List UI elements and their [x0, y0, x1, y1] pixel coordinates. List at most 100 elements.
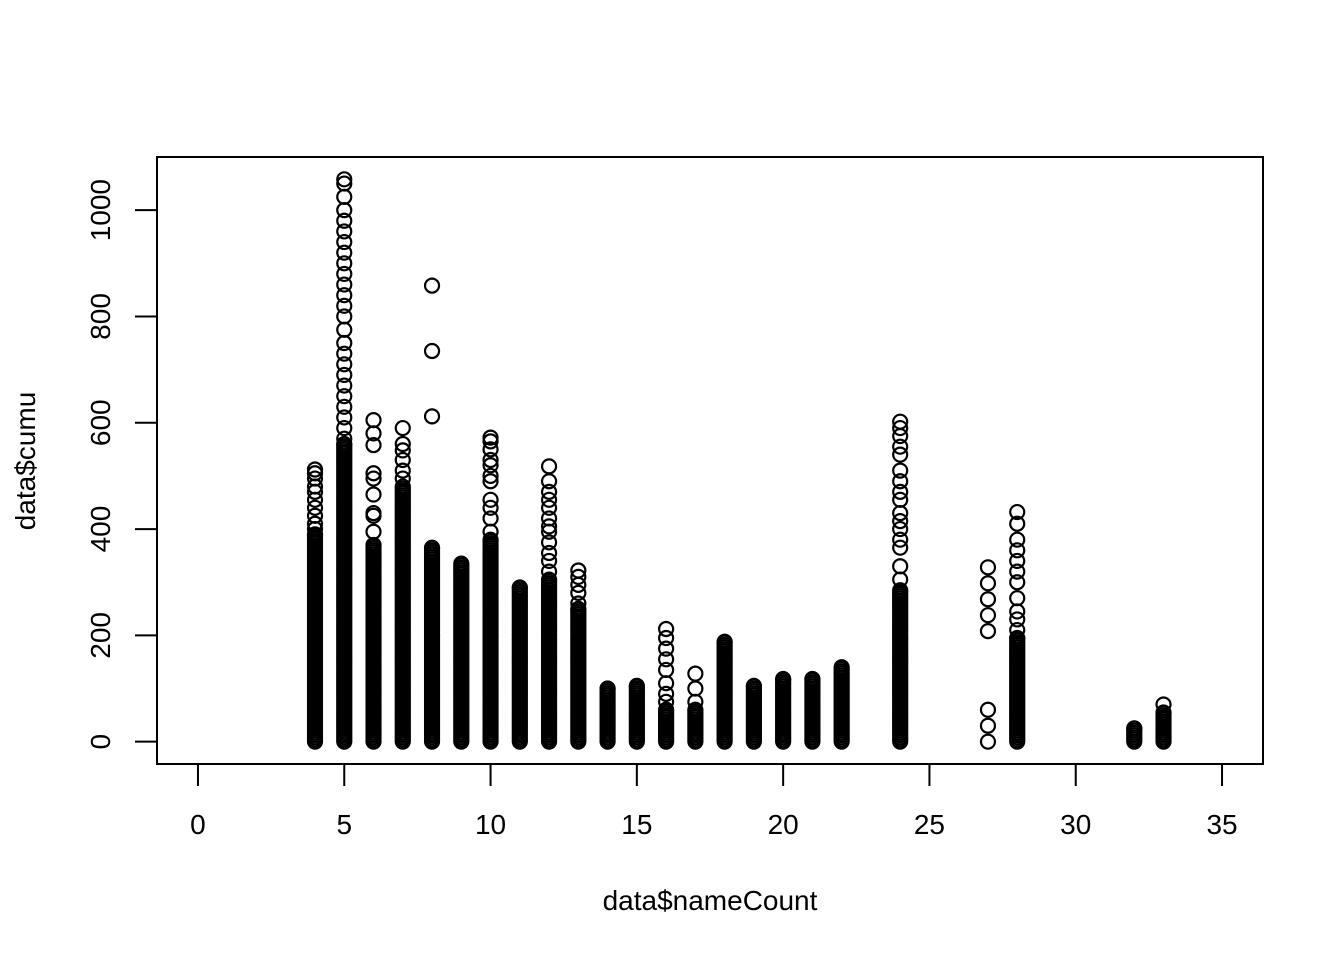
data-point — [892, 582, 909, 599]
data-point — [892, 539, 909, 556]
data-point — [1009, 503, 1026, 521]
data-point — [540, 510, 558, 527]
data-point — [336, 265, 353, 283]
data-point — [892, 483, 909, 500]
data-point — [482, 473, 499, 490]
data-point — [979, 623, 997, 640]
data-point — [687, 680, 704, 697]
data-point — [394, 435, 411, 453]
data-point — [628, 677, 645, 694]
data-point — [365, 465, 382, 482]
data-point — [540, 552, 558, 570]
data-point — [687, 665, 704, 682]
data-point — [336, 419, 353, 437]
data-point — [306, 461, 324, 478]
data-point — [1009, 563, 1026, 580]
data-point — [482, 491, 499, 508]
y-tick-label: 1000 — [85, 179, 116, 241]
data-point — [892, 473, 909, 490]
data-point — [394, 478, 411, 495]
data-point — [833, 659, 850, 676]
data-point — [336, 409, 353, 426]
data-point — [336, 297, 353, 314]
data-point — [336, 202, 353, 219]
data-point — [540, 483, 558, 500]
data-point — [336, 212, 353, 229]
data-point — [658, 675, 675, 692]
data-point — [892, 491, 909, 508]
data-point — [892, 462, 909, 479]
data-point — [365, 470, 382, 487]
data-point — [482, 457, 499, 474]
data-point — [336, 345, 353, 362]
data-point — [336, 255, 353, 272]
data-point — [1009, 590, 1026, 607]
data-point — [365, 523, 382, 540]
data-point — [394, 451, 411, 469]
data-point — [658, 629, 675, 647]
data-point — [482, 441, 499, 458]
data-point — [804, 670, 821, 688]
data-point — [658, 685, 675, 702]
data-point — [423, 342, 441, 360]
y-tick-label: 200 — [85, 612, 116, 659]
data-point — [482, 531, 499, 548]
data-point — [1009, 542, 1026, 559]
data-point — [599, 680, 616, 697]
data-point — [1009, 552, 1026, 570]
data-point — [570, 562, 587, 579]
data-point — [336, 308, 353, 325]
data-point — [540, 563, 558, 580]
data-point — [336, 321, 353, 338]
y-tick-label: 0 — [85, 734, 116, 750]
data-point — [1009, 574, 1026, 591]
data-point — [423, 277, 441, 294]
data-point — [540, 534, 558, 551]
data-point — [716, 633, 733, 650]
data-point — [540, 571, 558, 588]
data-point — [892, 531, 909, 548]
data-point — [540, 491, 558, 508]
data-point — [979, 701, 997, 718]
data-point — [892, 558, 909, 575]
data-point — [482, 451, 499, 469]
data-point — [892, 520, 909, 538]
data-point — [892, 413, 909, 430]
data-point — [336, 171, 353, 188]
data-point — [979, 559, 997, 576]
data-point — [658, 693, 675, 710]
data-point — [306, 499, 324, 516]
x-tick-label: 15 — [621, 809, 652, 840]
data-point — [336, 175, 353, 192]
data-point — [1009, 531, 1026, 548]
data-point — [336, 398, 353, 415]
data-point — [336, 377, 353, 394]
data-point — [336, 287, 353, 304]
y-axis: 0 200 400 600 800 1000 — [85, 179, 158, 750]
x-tick-label: 0 — [190, 809, 206, 840]
data-point — [658, 640, 675, 657]
data-point — [482, 467, 499, 485]
data-point — [394, 470, 411, 487]
data-point — [306, 526, 324, 543]
data-point — [658, 651, 675, 668]
data-point — [482, 499, 499, 516]
data-point — [540, 544, 558, 562]
data-point — [365, 412, 382, 429]
data-point — [336, 334, 353, 352]
data-point — [365, 486, 382, 503]
data-point — [453, 555, 470, 572]
x-tick-label: 30 — [1060, 809, 1091, 840]
data-point — [892, 438, 909, 455]
data-point — [979, 607, 997, 624]
data-point — [1009, 621, 1026, 639]
data-point — [540, 518, 558, 535]
data-point — [306, 470, 324, 487]
x-axis: 0 5 10 15 20 25 30 35 — [190, 763, 1238, 840]
y-tick-label: 800 — [85, 293, 116, 340]
x-tick-label: 10 — [475, 809, 506, 840]
data-point — [1155, 704, 1172, 721]
data-point — [336, 233, 353, 251]
data-point — [336, 188, 353, 205]
data-point — [336, 244, 353, 261]
